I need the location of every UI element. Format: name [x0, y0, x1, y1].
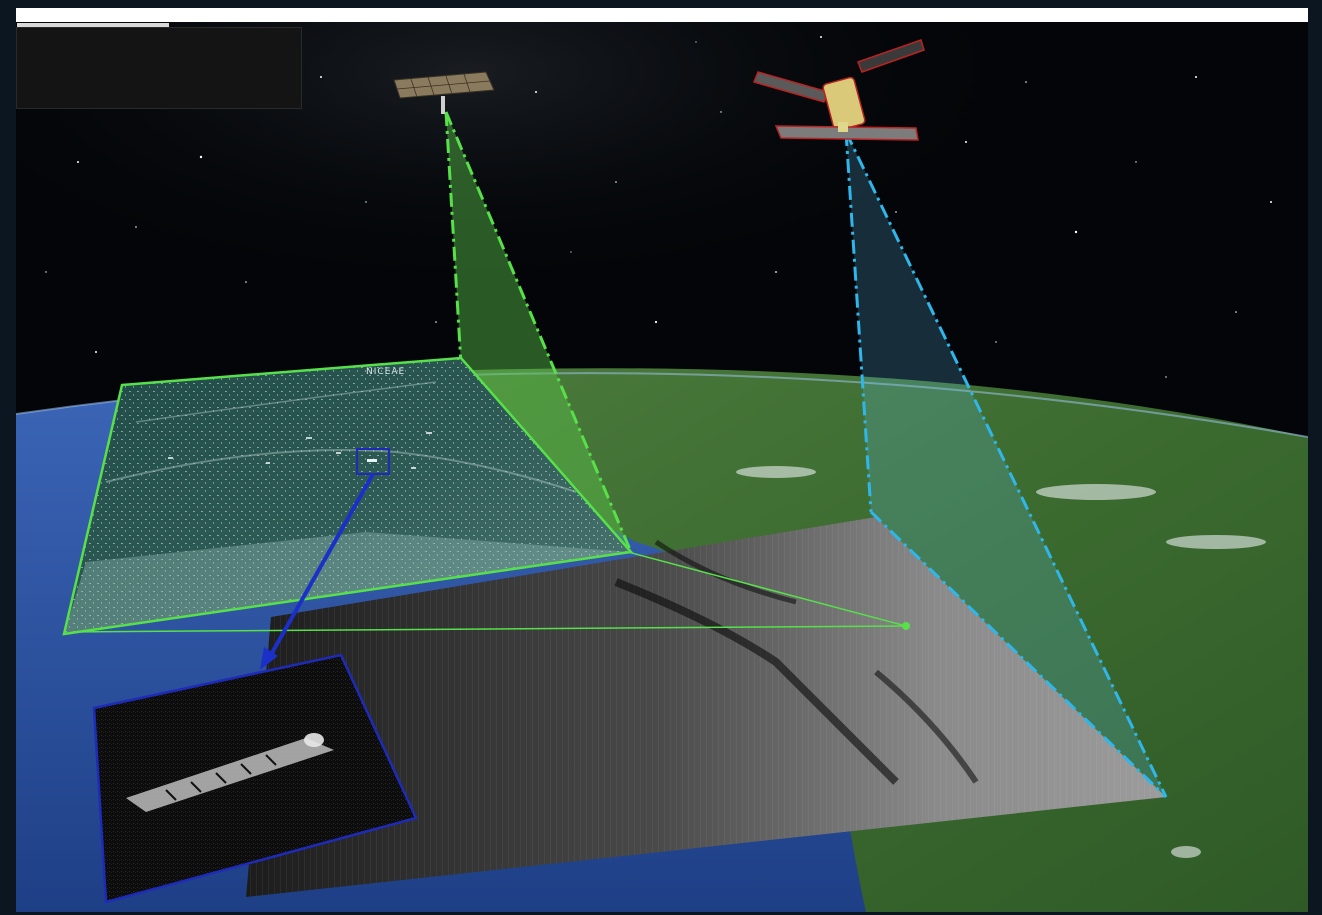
sar-satellite-icon[interactable]: [752, 39, 925, 141]
optical-image-panel[interactable]: NICEAE: [62, 356, 634, 636]
zoom-arrow: [266, 473, 375, 661]
sar-beam-edge-right: [844, 131, 1168, 798]
ground-projection-line: [63, 625, 907, 633]
satellite-icon[interactable]: [393, 71, 495, 114]
top-bar: [16, 8, 1308, 22]
sar-water-channel: [614, 578, 899, 785]
optical-beam-edge-left: [444, 111, 463, 365]
globe-viewport[interactable]: NICEAE: [16, 22, 1308, 912]
info-panel-tab: [17, 23, 169, 27]
ship-zoom-inset[interactable]: [92, 653, 418, 904]
optical-image-label: NICEAE: [366, 367, 405, 377]
ground-target-marker[interactable]: [902, 622, 910, 630]
snow-patches: [736, 466, 1266, 858]
info-panel: [16, 23, 302, 109]
ship-icon: [367, 459, 377, 462]
zoom-arrow-head: [260, 647, 278, 670]
optical-beam-edge-right: [444, 111, 633, 553]
star-field: [45, 36, 1272, 378]
sar-beam-edge-left: [844, 131, 873, 513]
